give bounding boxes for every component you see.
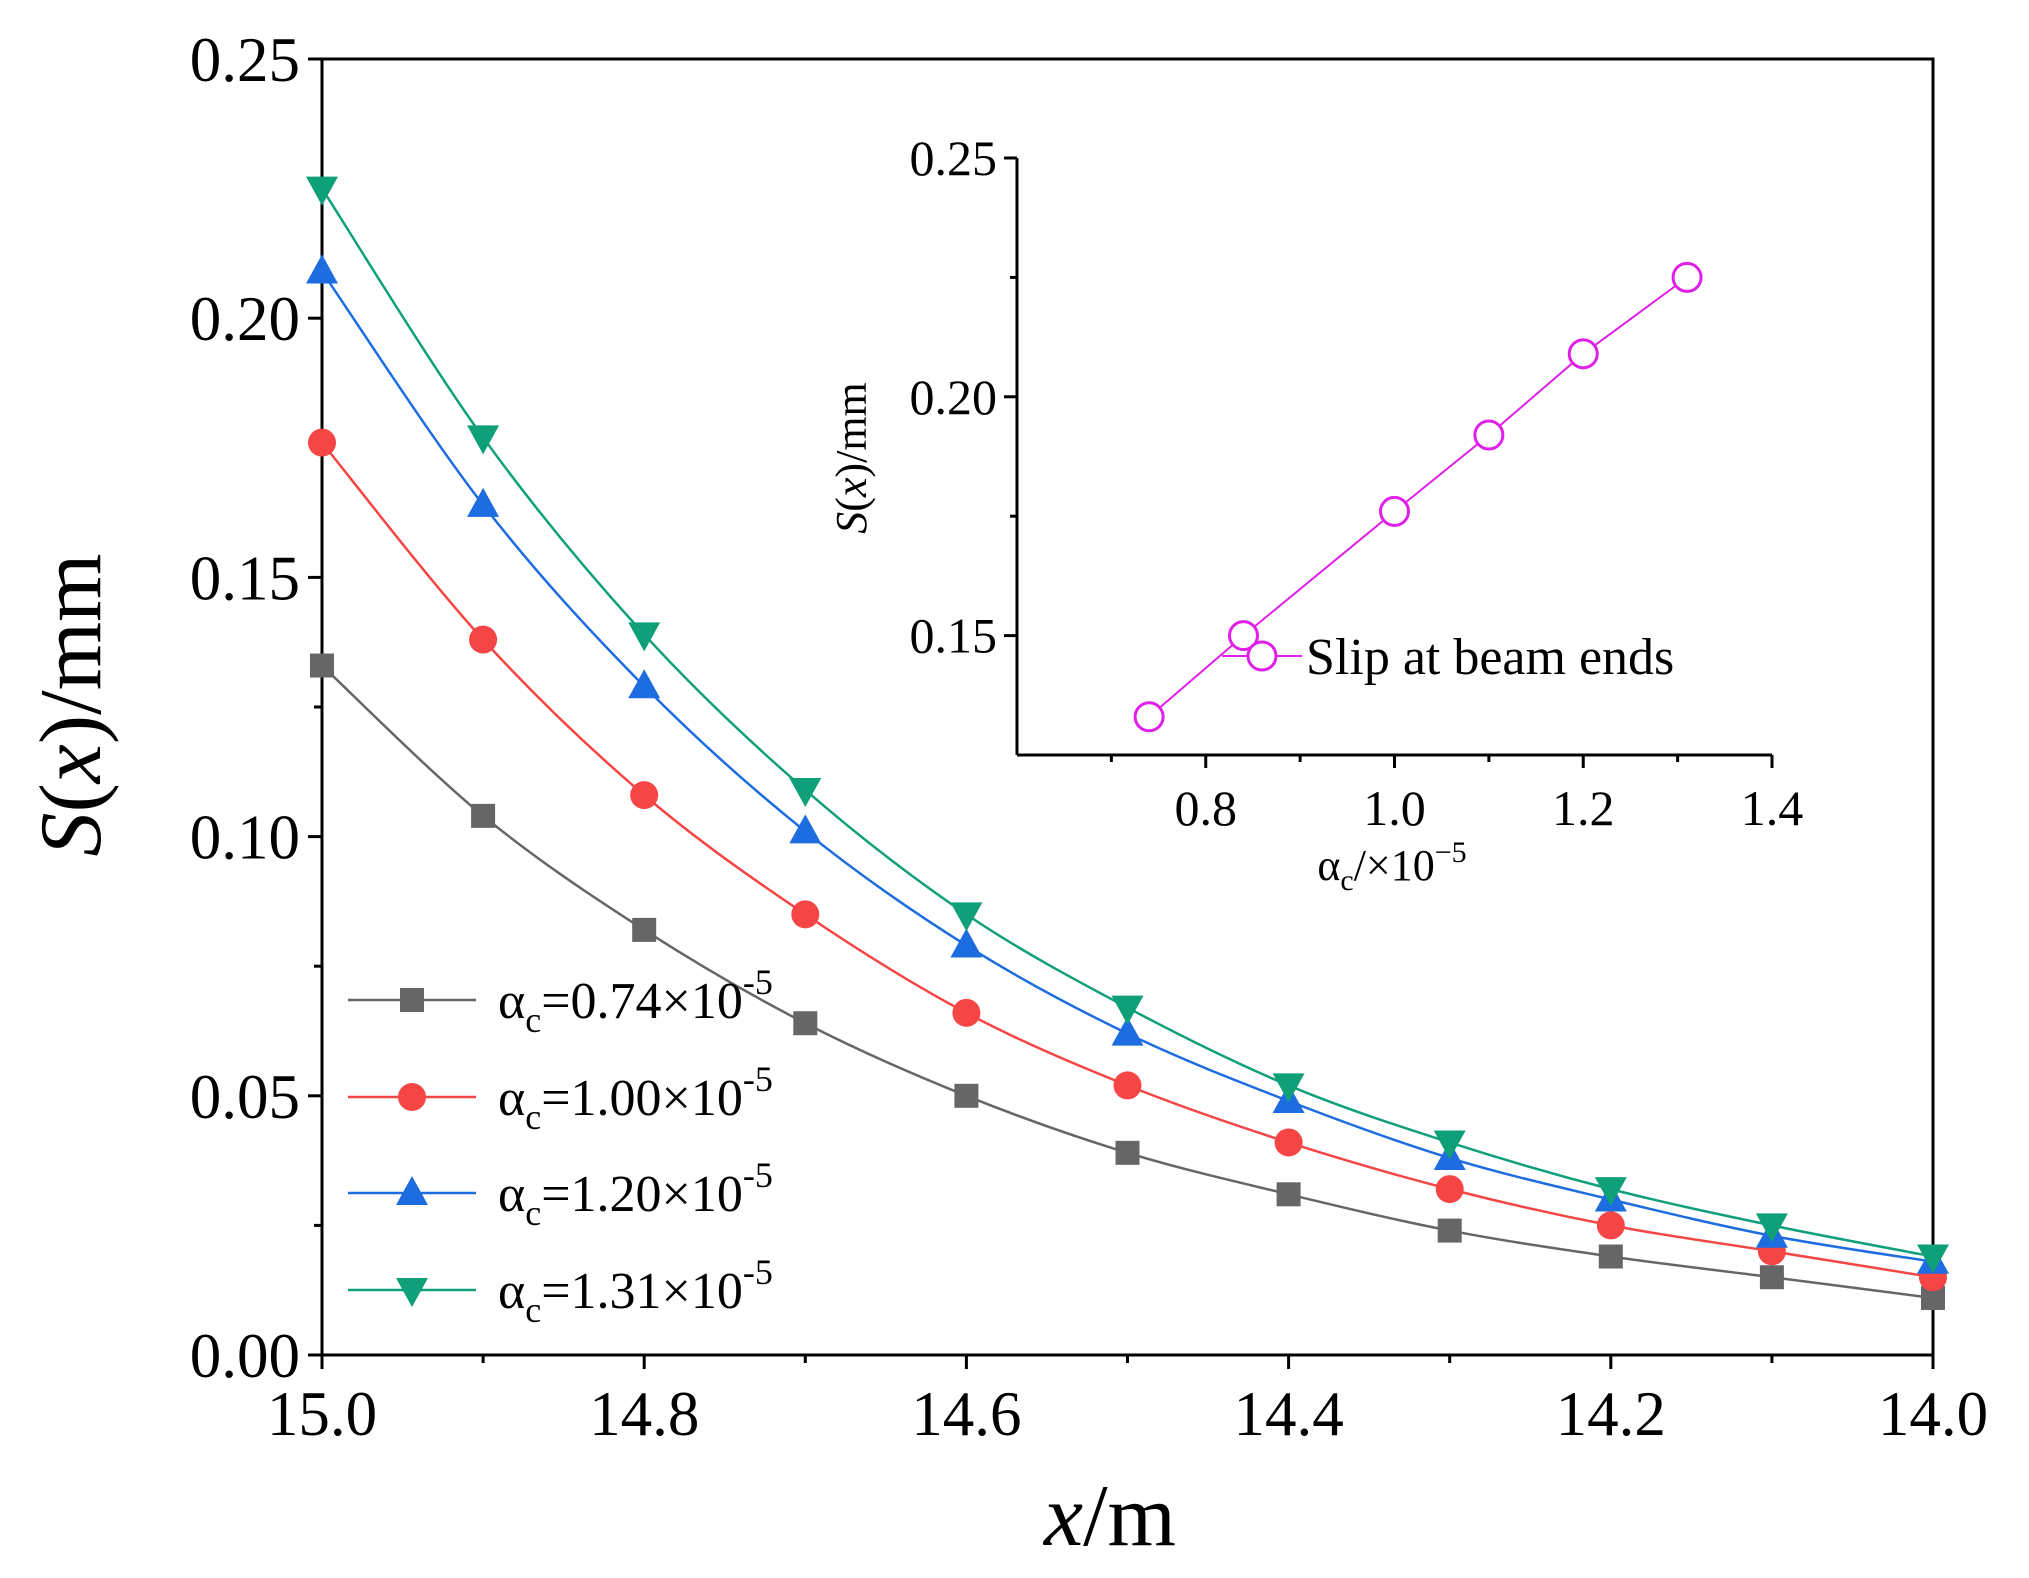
- main-plot: 15.0 14.8 14.6 14.4 14.2 14.0 0.00 0.05 0.10 0.15…: [23, 25, 1988, 1565]
- legend-marker-2: [398, 1083, 426, 1111]
- main-y-tick-label: 0.20: [190, 284, 300, 354]
- inset-ticks: 0.8 1.0 1.2 1.4 0.15 0.20 0.25: [910, 130, 1804, 836]
- data-point-series-4: [1917, 1244, 1949, 1274]
- legend-label-1: αc=0.74×10-5: [498, 962, 773, 1040]
- legend-label-2: αc=1.00×10-5: [498, 1059, 773, 1137]
- data-point-series-4: [467, 425, 500, 455]
- main-x-tick-label: 14.6: [911, 1379, 1021, 1449]
- data-point-series-3: [467, 487, 500, 517]
- data-point-series-3: [1111, 1016, 1144, 1046]
- main-x-tick-label: 14.4: [1233, 1379, 1343, 1449]
- inset-plot: 0.8 1.0 1.2 1.4 0.15 0.20 0.25 αc/×10−5 S(x)/m…: [827, 130, 1803, 897]
- inset-data-point: [1228, 620, 1259, 652]
- data-point-series-1: [1598, 1244, 1623, 1269]
- inset-legend-marker: [1246, 640, 1278, 672]
- main-y-tick-label: 0.00: [190, 1321, 300, 1391]
- data-point-series-2: [630, 781, 659, 810]
- inset-data-point: [1671, 261, 1703, 293]
- data-point-series-2: [1113, 1071, 1142, 1100]
- data-point-series-4: [789, 777, 822, 807]
- data-point-series-4: [950, 902, 983, 932]
- data-point-series-4: [1111, 995, 1144, 1025]
- data-point-series-2: [1596, 1211, 1625, 1240]
- data-point-series-1: [471, 803, 496, 828]
- data-point-series-4: [1433, 1130, 1466, 1160]
- data-point-series-3: [628, 669, 661, 699]
- main-y-tick-label: 0.25: [190, 25, 300, 95]
- inset-x-tick-label: 1.2: [1552, 780, 1615, 836]
- inset-x-axis-title: αc/×10−5: [1317, 836, 1466, 897]
- inset-y-axis-title: S(x)/mm: [827, 382, 876, 534]
- inset-x-tick-label: 0.8: [1175, 780, 1238, 836]
- series-line-3: [320, 270, 1934, 1263]
- data-point-series-3: [950, 928, 983, 958]
- main-ticks: 15.0 14.8 14.6 14.4 14.2 14.0 0.00 0.05 0.10 0.15…: [190, 25, 1988, 1449]
- data-point-series-1: [1759, 1265, 1784, 1290]
- data-point-series-2: [791, 900, 820, 929]
- inset-y-tick-label: 0.20: [910, 369, 998, 425]
- inset-data-point: [1567, 338, 1599, 370]
- data-point-series-1: [1115, 1140, 1140, 1165]
- main-legend: αc=0.74×10-5 αc=1.00×10-5 αc=1.20×10-5 αc=1…: [348, 962, 773, 1330]
- data-point-series-3: [789, 814, 822, 844]
- data-point-series-2: [469, 625, 498, 654]
- data-point-series-4: [1594, 1177, 1627, 1207]
- inset-y-tick-label: 0.25: [910, 130, 998, 186]
- main-series-lines: [320, 187, 1934, 1300]
- data-point-series-1: [793, 1011, 818, 1036]
- inset-data-point: [1379, 495, 1410, 527]
- inset-data-point: [1473, 419, 1505, 451]
- data-point-series-4: [306, 176, 338, 206]
- data-point-series-1: [1276, 1182, 1301, 1207]
- series-line-2: [321, 441, 1934, 1279]
- data-point-series-1: [954, 1083, 979, 1108]
- data-point-series-2: [308, 428, 336, 457]
- legend-label-3: αc=1.20×10-5: [498, 1155, 773, 1233]
- series-line-4: [320, 187, 1934, 1258]
- data-point-series-4: [1755, 1213, 1788, 1243]
- main-series-markers: [306, 176, 1949, 1310]
- data-point-series-3: [306, 254, 338, 284]
- main-y-axis-title: S(x)/mm: [23, 553, 120, 856]
- legend-marker-4: [396, 1278, 428, 1307]
- main-x-axis-title: x/m: [1042, 1468, 1176, 1565]
- main-x-tick-label: 14.8: [589, 1379, 699, 1449]
- data-point-series-4: [1272, 1073, 1305, 1103]
- main-y-tick-label: 0.05: [190, 1062, 300, 1132]
- data-point-series-1: [632, 917, 657, 942]
- main-y-tick-label: 0.10: [190, 803, 300, 873]
- main-x-tick-label: 15.0: [267, 1379, 377, 1449]
- legend-marker-3: [396, 1176, 428, 1205]
- series-line-1: [321, 664, 1934, 1300]
- inset-legend: Slip at beam ends: [1222, 629, 1674, 686]
- legend-marker-1: [400, 988, 424, 1012]
- data-point-series-1: [1437, 1218, 1462, 1243]
- inset-series-line: [1148, 276, 1688, 718]
- main-x-tick-label: 14.0: [1878, 1379, 1988, 1449]
- inset-legend-label: Slip at beam ends: [1306, 629, 1674, 686]
- main-x-tick-label: 14.2: [1556, 1379, 1666, 1449]
- inset-y-tick-label: 0.15: [910, 608, 998, 664]
- data-point-series-1: [310, 653, 334, 678]
- inset-data-point: [1133, 701, 1165, 733]
- inset-x-tick-label: 1.4: [1741, 780, 1804, 836]
- data-point-series-2: [952, 998, 981, 1027]
- inset-x-tick-label: 1.0: [1363, 780, 1426, 836]
- legend-label-4: αc=1.31×10-5: [498, 1252, 773, 1330]
- data-point-series-2: [1435, 1175, 1464, 1204]
- inset-series: [1133, 261, 1703, 733]
- data-point-series-2: [1274, 1128, 1303, 1157]
- data-point-series-4: [628, 622, 661, 652]
- main-y-tick-label: 0.15: [190, 543, 300, 613]
